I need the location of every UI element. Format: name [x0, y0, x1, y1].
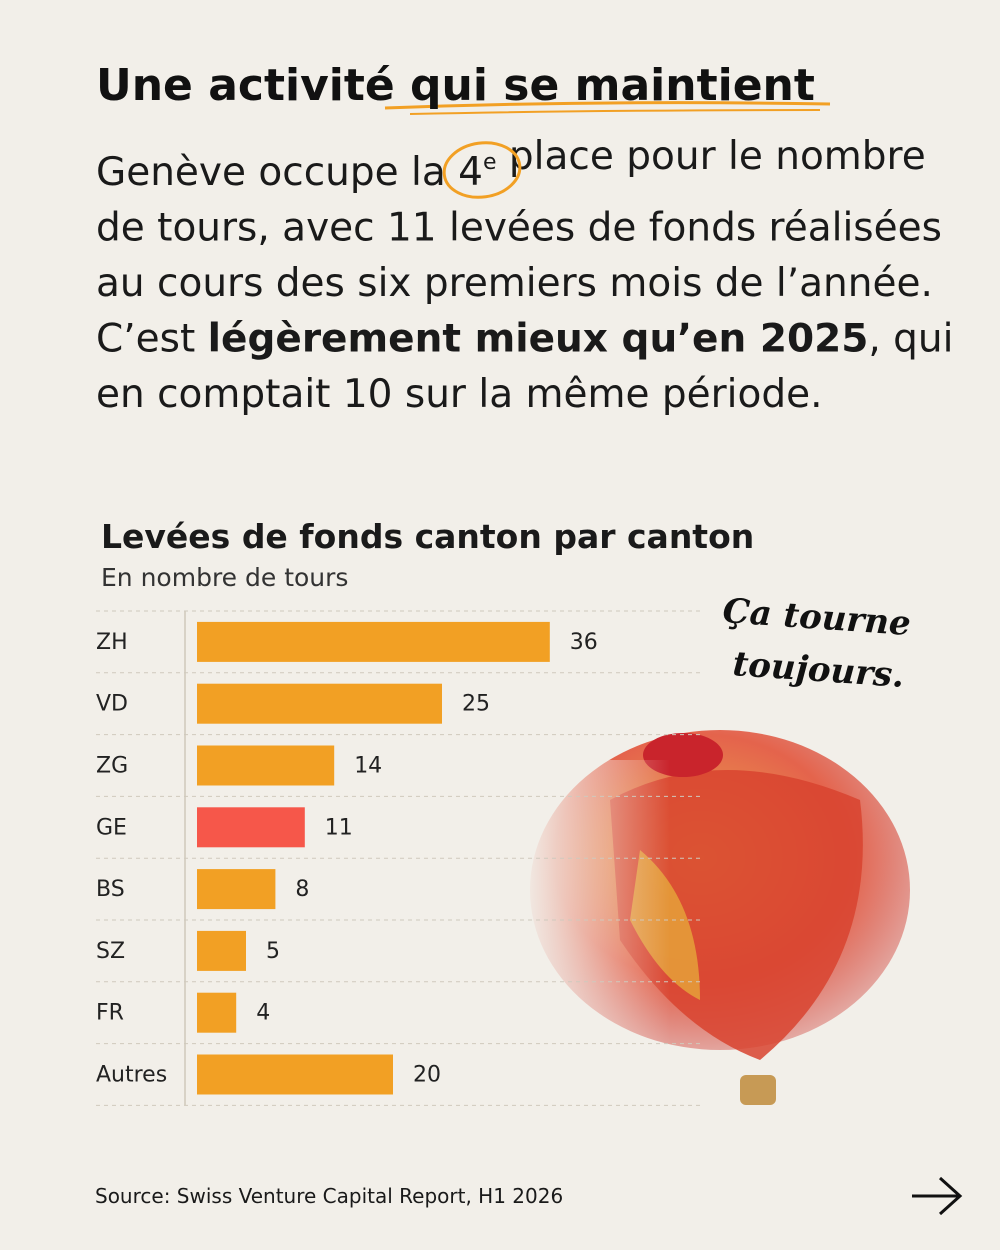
category-label: Autres — [96, 1063, 167, 1088]
text-segment: en comptait 10 sur la même période. — [96, 372, 823, 417]
spinning-top-illustration — [520, 730, 910, 1105]
category-label: BS — [96, 877, 125, 902]
bar — [197, 930, 246, 971]
category-label: ZH — [96, 630, 128, 655]
bar — [197, 992, 237, 1033]
bar — [197, 807, 305, 848]
category-label: VD — [96, 692, 128, 717]
highlight-circle — [442, 141, 522, 199]
paragraph-line: en comptait 10 sur la même période. — [96, 372, 823, 417]
bar — [197, 745, 335, 786]
value-label: 36 — [570, 630, 598, 655]
text-segment: légèrement mieux qu’en 2025 — [208, 317, 869, 362]
value-label: 5 — [266, 939, 280, 964]
chart: ZH 36 VD 25 ZG 14 GE 11 BS 8 SZ 5 FR 4 Autres 20 — [96, 610, 700, 1106]
category-label: GE — [96, 815, 127, 840]
source: Source: Swiss Venture Capital Report, H1… — [95, 1184, 563, 1208]
category-label: SZ — [96, 939, 125, 964]
value-label: 25 — [462, 692, 490, 717]
text-segment: 4 — [458, 150, 483, 195]
text-segment: de tours, avec 11 levées de fonds réalis… — [96, 206, 942, 251]
paragraph-line: au cours des six premiers mois de l’anné… — [96, 261, 933, 306]
value-label: 8 — [295, 877, 309, 902]
value-label: 14 — [354, 754, 382, 779]
text-segment: place pour le nombre — [497, 134, 926, 179]
title: Une activité qui se maintient — [96, 60, 815, 111]
value-label: 4 — [256, 1001, 270, 1026]
category-label: ZG — [96, 754, 128, 779]
bar — [197, 869, 276, 910]
text-segment: C’est — [96, 317, 208, 362]
superscript: e — [483, 150, 497, 175]
paragraph-line: de tours, avec 11 levées de fonds réalis… — [96, 206, 942, 251]
underline — [409, 109, 821, 115]
chart-title: Levées de fonds canton par canton — [101, 517, 754, 556]
chart-subtitle: En nombre de tours — [101, 563, 348, 592]
paragraph: Genève occupe la 4e place pour le nombre… — [96, 134, 953, 417]
value-label: 11 — [325, 815, 353, 840]
bar — [197, 1054, 393, 1095]
value-label: 20 — [413, 1063, 441, 1088]
text-segment: Genève occupe la — [96, 150, 458, 195]
text-segment: , qui — [868, 317, 953, 362]
category-label: FR — [96, 1001, 124, 1026]
next-arrow[interactable] — [912, 1176, 963, 1216]
underline — [384, 101, 831, 110]
bar — [197, 683, 442, 724]
bar — [197, 621, 550, 662]
paragraph-line: C’est légèrement mieux qu’en 2025, qui — [96, 317, 953, 362]
paragraph-line: Genève occupe la 4e place pour le nombre — [96, 134, 926, 195]
text-segment: au cours des six premiers mois de l’anné… — [96, 261, 933, 306]
